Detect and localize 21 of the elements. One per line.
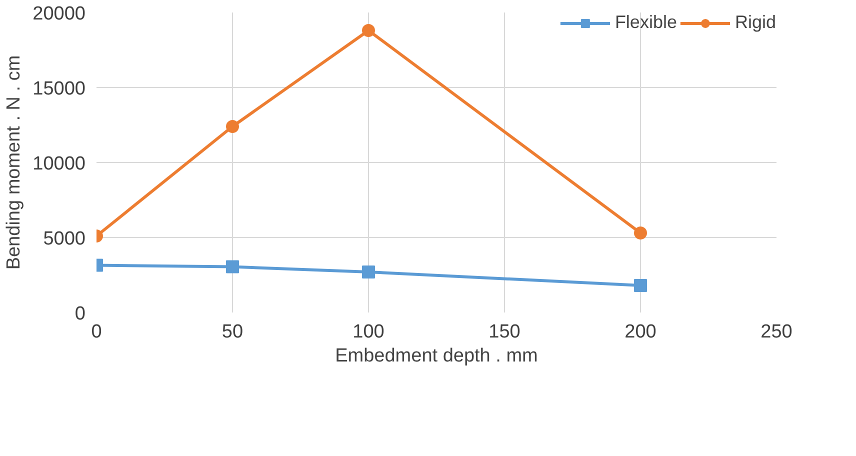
point xyxy=(634,279,647,292)
x-tick-label: 50 xyxy=(222,322,244,342)
x-tick-label: 0 xyxy=(91,322,102,342)
point xyxy=(362,24,375,37)
legend-label: Flexible xyxy=(614,12,677,33)
point xyxy=(362,266,375,278)
y-axis-title: Bending moment . N . cm xyxy=(4,55,25,270)
y-tick-label: 5000 xyxy=(43,228,86,250)
x-tick-label: 100 xyxy=(352,322,384,342)
point xyxy=(634,226,647,240)
y-tick-label: 20000 xyxy=(32,4,86,24)
x-tick-label: 150 xyxy=(488,322,520,342)
x-tick-label: 250 xyxy=(760,322,792,342)
x-tick-label: 200 xyxy=(624,322,656,342)
x-axis-title: Embedment depth . mm xyxy=(335,346,538,366)
y-tick-label: 15000 xyxy=(32,78,86,100)
legend-label: Rigid xyxy=(734,12,776,33)
y-tick-label: 10000 xyxy=(32,154,86,174)
point xyxy=(226,120,239,133)
point xyxy=(226,260,239,274)
y-tick-label: 0 xyxy=(74,304,86,324)
